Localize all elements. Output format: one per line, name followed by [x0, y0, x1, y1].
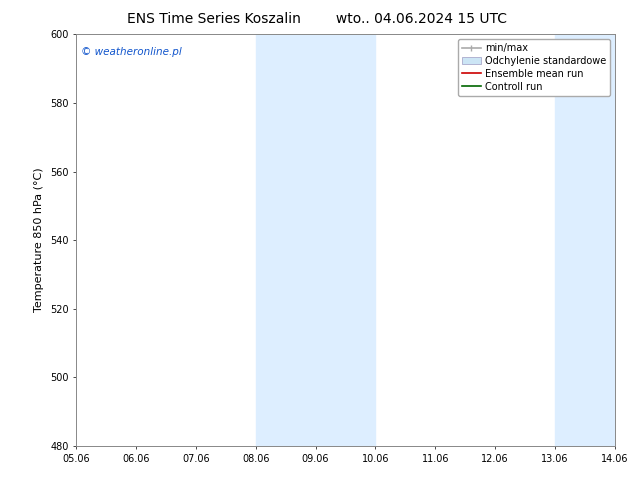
Text: ENS Time Series Koszalin        wto.. 04.06.2024 15 UTC: ENS Time Series Koszalin wto.. 04.06.202…	[127, 12, 507, 26]
Text: © weatheronline.pl: © weatheronline.pl	[81, 47, 182, 57]
Y-axis label: Temperature 850 hPa (°C): Temperature 850 hPa (°C)	[34, 168, 44, 313]
Bar	[256, 34, 375, 446]
Bar	[555, 34, 634, 446]
Legend: min/max, Odchylenie standardowe, Ensemble mean run, Controll run: min/max, Odchylenie standardowe, Ensembl…	[458, 39, 610, 96]
